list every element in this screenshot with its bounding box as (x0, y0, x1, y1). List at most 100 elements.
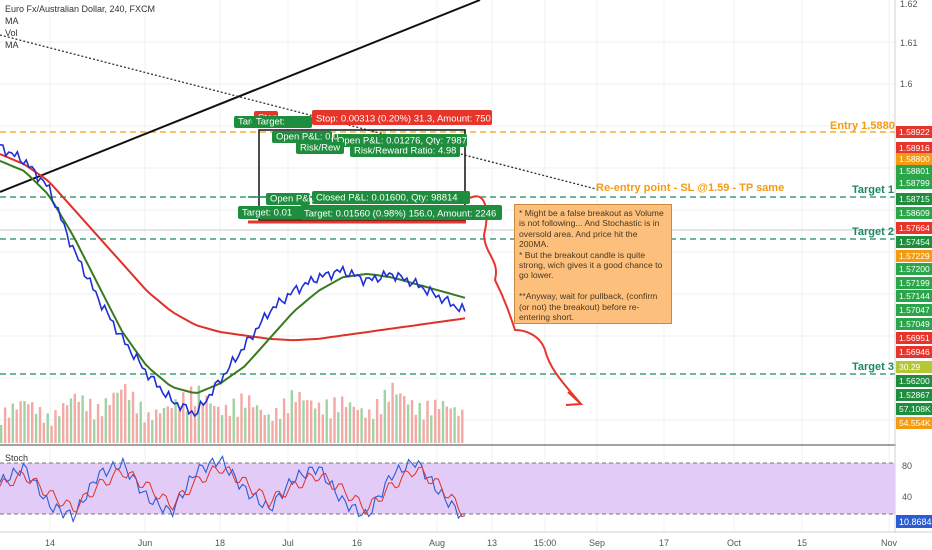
trade-label-box (266, 193, 310, 205)
volume-bar (189, 386, 193, 443)
price-tag-text: 1.57047 (899, 305, 930, 315)
time-tick: 17 (659, 538, 669, 548)
trade-label-text: Open P&L: 0.0 (276, 132, 338, 143)
analysis-note[interactable]: * Might be a false breakout as Volume is… (514, 204, 672, 324)
price-tag-text: 1.58916 (899, 143, 930, 153)
volume-bar (418, 403, 421, 443)
volume-bar (209, 403, 212, 443)
stoch-d-line (0, 465, 466, 518)
price-tag-text: 1.58799 (899, 178, 930, 188)
volume-bar (236, 416, 239, 443)
trade-label-box (272, 131, 332, 143)
time-tick: Jun (138, 538, 153, 548)
volume-bar (108, 405, 111, 443)
trade-label-text: Target: 0.01560 (0.98%) 156.0, Amount: 2… (304, 209, 496, 220)
volume-bar (220, 415, 224, 443)
indicator-ma-1[interactable]: MA (5, 16, 19, 26)
price-tag (896, 142, 932, 154)
volume-bar (461, 409, 464, 443)
price-tag-text: 1.57229 (899, 251, 930, 261)
target1-label: Target 1 (852, 184, 894, 196)
volume-bar (170, 408, 173, 443)
volume-bar (89, 398, 92, 443)
volume-bar (310, 400, 313, 443)
price-tag-text: 1.57199 (899, 278, 930, 288)
price-tag (896, 222, 932, 234)
trade-label-text: Target: (256, 117, 285, 128)
volume-bar (395, 394, 398, 443)
price-tag-text: 1.56200 (899, 376, 930, 386)
volume-bar (255, 405, 259, 443)
volume-bar (38, 407, 42, 443)
time-tick: Nov (881, 538, 898, 548)
volume-bar (42, 422, 45, 443)
volume-bar (151, 420, 154, 443)
volume-bar (186, 411, 189, 443)
volume-bar (139, 401, 142, 443)
volume-bar (23, 401, 26, 443)
volume-bar (120, 389, 123, 443)
price-tag-text: 54.554K (899, 418, 931, 428)
volume-bar (348, 402, 352, 443)
price-tag (896, 126, 932, 138)
volume-bar (403, 396, 406, 443)
volume-bar (65, 405, 69, 443)
price-tag (896, 417, 932, 429)
level-labels: Entry 1.5880 Re-entry point - SL @1.59 -… (596, 120, 895, 373)
time-axis[interactable]: 14 Jun 18 Jul 16 Aug 13 15:00 Sep 17 Oct… (0, 531, 932, 548)
volume-bar (275, 408, 278, 443)
volume-bar (298, 392, 301, 443)
trade-label-text: Target: 0.01 (242, 208, 292, 219)
volume-bar (116, 392, 119, 443)
trade-label-box (300, 205, 502, 220)
volume-bar (445, 406, 448, 443)
volume-bar (248, 395, 251, 443)
volume-bar (174, 399, 177, 443)
trade-label-text: Open P&L: 0.01276, Qty: 7987 (337, 136, 467, 147)
trade-label-box (252, 116, 312, 128)
volume-bar (46, 413, 49, 443)
volume-bar (333, 397, 336, 443)
price-line (0, 144, 466, 418)
volume-bar (11, 403, 14, 443)
price-tag-text: 1.56946 (899, 347, 930, 357)
trade-label-box (312, 110, 492, 125)
level-lines (0, 131, 895, 375)
price-tag-text: 1.52867 (899, 390, 930, 400)
symbol-title[interactable]: Euro Fx/Australian Dollar, 240, FXCM (5, 4, 156, 14)
volume-bar (217, 406, 220, 443)
volume-bar (96, 403, 100, 443)
price-tag (896, 263, 932, 275)
volume-bar (329, 418, 332, 443)
volume-bar (77, 401, 80, 443)
indicator-vol[interactable]: Vol (5, 28, 18, 38)
price-tag (896, 361, 932, 373)
time-tick: 13 (487, 538, 497, 548)
stoch-tick-40: 40 (902, 492, 912, 502)
volume-bar (104, 398, 107, 443)
time-tick: 15:00 (534, 538, 557, 548)
volume-bar (383, 389, 386, 443)
time-tick: Jul (282, 538, 294, 548)
price-tag-text: 1.58609 (899, 208, 930, 218)
price-tag (896, 236, 932, 248)
time-tick: Sep (589, 538, 605, 548)
volume-bar (158, 413, 162, 443)
trendline-black[interactable] (0, 0, 481, 193)
volume-bar (344, 407, 348, 443)
indicator-ma-2[interactable]: MA (5, 40, 19, 50)
price-tag-text: 1.58800 (899, 154, 930, 164)
volume-bar (0, 425, 3, 443)
volume-bar (290, 390, 293, 443)
trendline-dotted[interactable] (0, 34, 601, 191)
price-tag (896, 389, 932, 401)
trade-label-box (333, 134, 467, 147)
volume-bar (372, 418, 375, 443)
price-tag-text: 1.57200 (899, 264, 930, 274)
volume-bar (34, 413, 38, 443)
volume-bar (352, 406, 355, 443)
chart-legend: Euro Fx/Australian Dollar, 240, FXCM MA … (5, 3, 155, 51)
trade-label-box (234, 116, 256, 128)
